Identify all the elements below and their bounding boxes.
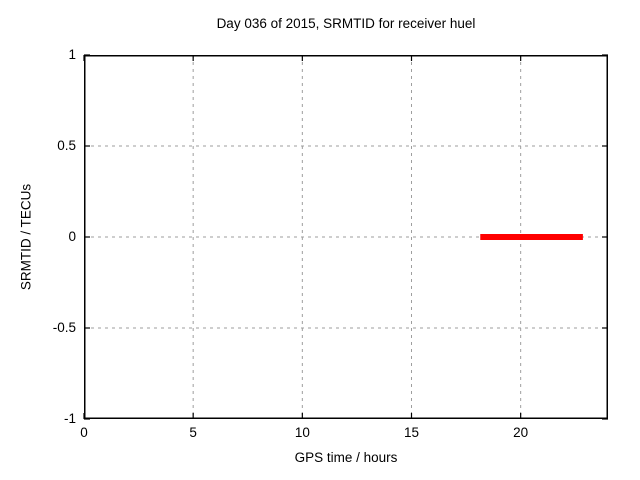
y-tick-label: 1 <box>68 47 76 62</box>
plot-border <box>84 55 608 419</box>
x-tick-label: 15 <box>403 425 420 440</box>
y-tick-label: 0.5 <box>57 138 76 153</box>
x-tick-label: 0 <box>80 425 88 440</box>
chart-title: Day 036 of 2015, SRMTID for receiver hue… <box>216 16 476 31</box>
x-axis-label: GPS time / hours <box>294 450 398 465</box>
plot-area <box>83 54 608 420</box>
y-tick-label: 0 <box>68 229 76 244</box>
x-tick-label: 10 <box>294 425 310 440</box>
y-tick-label: -0.5 <box>52 320 76 335</box>
x-tick-label: 5 <box>189 425 197 440</box>
x-tick-label: 20 <box>513 425 529 440</box>
y-tick-label: -1 <box>63 411 76 426</box>
